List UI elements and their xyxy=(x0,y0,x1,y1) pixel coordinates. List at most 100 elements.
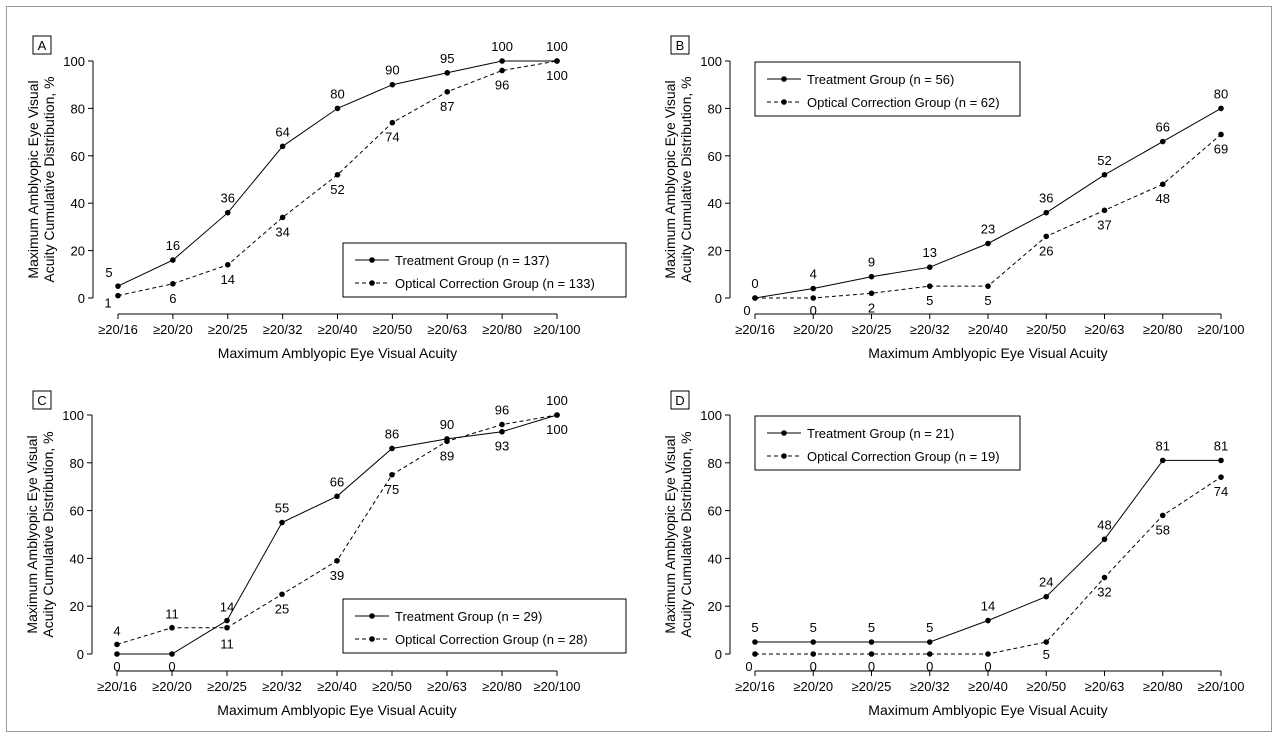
data-point xyxy=(810,285,817,292)
data-label: 100 xyxy=(546,68,568,83)
x-tick-label: ≥20/100 xyxy=(1198,322,1245,337)
data-label: 100 xyxy=(491,39,513,54)
data-label: 5 xyxy=(926,620,933,635)
x-tick-label: ≥20/40 xyxy=(318,322,358,337)
data-label: 11 xyxy=(165,607,179,622)
figure-frame xyxy=(6,6,1272,732)
data-label: 80 xyxy=(330,86,344,101)
x-tick-label: ≥20/25 xyxy=(208,322,248,337)
data-label: 16 xyxy=(166,238,180,253)
data-point xyxy=(810,651,817,657)
panel-tag-label: B xyxy=(676,38,685,53)
y-tick-label: 100 xyxy=(62,408,84,423)
x-tick-label: ≥20/100 xyxy=(1198,679,1245,694)
x-tick-label: ≥20/32 xyxy=(910,322,950,337)
data-label: 5 xyxy=(1043,647,1050,662)
legend-label: Treatment Group (n = 29) xyxy=(395,609,542,624)
y-tick-label: 40 xyxy=(70,551,84,566)
data-label: 5 xyxy=(751,620,758,635)
legend-label: Optical Correction Group (n = 62) xyxy=(807,95,1000,110)
x-tick-label: ≥20/80 xyxy=(482,679,522,694)
legend-marker xyxy=(781,453,787,459)
data-point xyxy=(389,445,395,452)
legend-label: Optical Correction Group (n = 19) xyxy=(807,449,1000,464)
x-tick-label: ≥20/16 xyxy=(98,322,138,337)
data-label: 24 xyxy=(1039,575,1053,590)
y-axis-title: Maximum Amblyopic Eye Visual xyxy=(25,80,41,278)
x-tick-label: ≥20/50 xyxy=(1026,322,1066,337)
legend: Treatment Group (n = 137) Optical Correct… xyxy=(342,242,627,298)
legend: Treatment Group (n = 56) Optical Correcti… xyxy=(754,61,1021,117)
data-label: 96 xyxy=(495,77,509,92)
y-tick-label: 80 xyxy=(708,101,722,116)
data-point xyxy=(1218,474,1224,480)
y-tick-label: 0 xyxy=(78,291,85,306)
series-optical-correction: 4 11 11 25 39 75 89 96 100 xyxy=(113,393,567,652)
data-label: 5 xyxy=(926,293,933,308)
y-axis-title: Maximum Amblyopic Eye Visual xyxy=(662,435,678,633)
data-point xyxy=(1159,512,1166,519)
data-label: 0 xyxy=(113,659,120,674)
data-point xyxy=(985,617,991,624)
legend-box xyxy=(754,415,1021,471)
data-point xyxy=(926,283,933,289)
x-tick-label: ≥20/100 xyxy=(534,679,581,694)
data-point xyxy=(1043,233,1050,240)
y-tick-label: 60 xyxy=(708,149,722,164)
data-point xyxy=(224,624,230,631)
data-point xyxy=(810,295,817,301)
y-tick-label: 20 xyxy=(71,244,85,259)
y-axis-title: Maximum Amblyopic Eye Visual xyxy=(24,435,40,633)
data-point xyxy=(115,292,121,299)
data-point xyxy=(169,651,175,657)
data-point xyxy=(389,471,395,478)
legend-box xyxy=(754,61,1021,117)
data-label: 32 xyxy=(1097,585,1111,600)
data-point xyxy=(279,143,286,150)
data-label: 96 xyxy=(495,403,509,418)
legend-marker xyxy=(369,613,375,619)
data-point xyxy=(985,283,991,289)
x-tick-label: ≥20/32 xyxy=(910,679,950,694)
x-tick-label: ≥20/16 xyxy=(735,679,775,694)
data-label: 87 xyxy=(440,99,454,114)
data-point xyxy=(444,70,451,76)
data-label: 5 xyxy=(810,620,817,635)
legend-marker xyxy=(781,430,787,436)
panel-tag: D xyxy=(670,390,690,410)
data-label: 11 xyxy=(220,637,234,652)
y-tick-label: 0 xyxy=(715,291,722,306)
data-point xyxy=(389,119,396,126)
data-point xyxy=(868,651,875,657)
data-point xyxy=(170,280,176,287)
data-point xyxy=(1043,209,1050,216)
data-label: 90 xyxy=(385,63,399,78)
data-point xyxy=(1101,171,1108,178)
legend-marker xyxy=(369,636,375,642)
y-tick-label: 40 xyxy=(708,196,722,211)
legend-box xyxy=(342,598,627,654)
data-label: 81 xyxy=(1156,438,1170,453)
data-label: 5 xyxy=(868,620,875,635)
data-label: 0 xyxy=(745,659,752,674)
legend-marker xyxy=(369,280,375,286)
data-point xyxy=(334,171,341,178)
data-point xyxy=(1043,593,1050,600)
data-point xyxy=(389,81,396,88)
panel-a: A 0 20 40 60 80 100 ≥20/16 ≥20/20 ≥20/25 ≥20/32 ≥20… xyxy=(25,35,627,361)
panel-tag-label: D xyxy=(675,393,684,408)
y-axis-title: Acuity Cumulative Distribution, % xyxy=(41,76,57,282)
data-point xyxy=(499,428,505,435)
data-point xyxy=(926,651,933,657)
data-label: 1 xyxy=(104,296,111,311)
data-label: 0 xyxy=(984,659,991,674)
data-point xyxy=(985,240,991,247)
data-label: 13 xyxy=(923,245,937,260)
data-point xyxy=(1218,131,1224,138)
x-tick-label: ≥20/80 xyxy=(482,322,522,337)
data-label: 64 xyxy=(275,124,289,139)
data-label: 0 xyxy=(810,659,817,674)
